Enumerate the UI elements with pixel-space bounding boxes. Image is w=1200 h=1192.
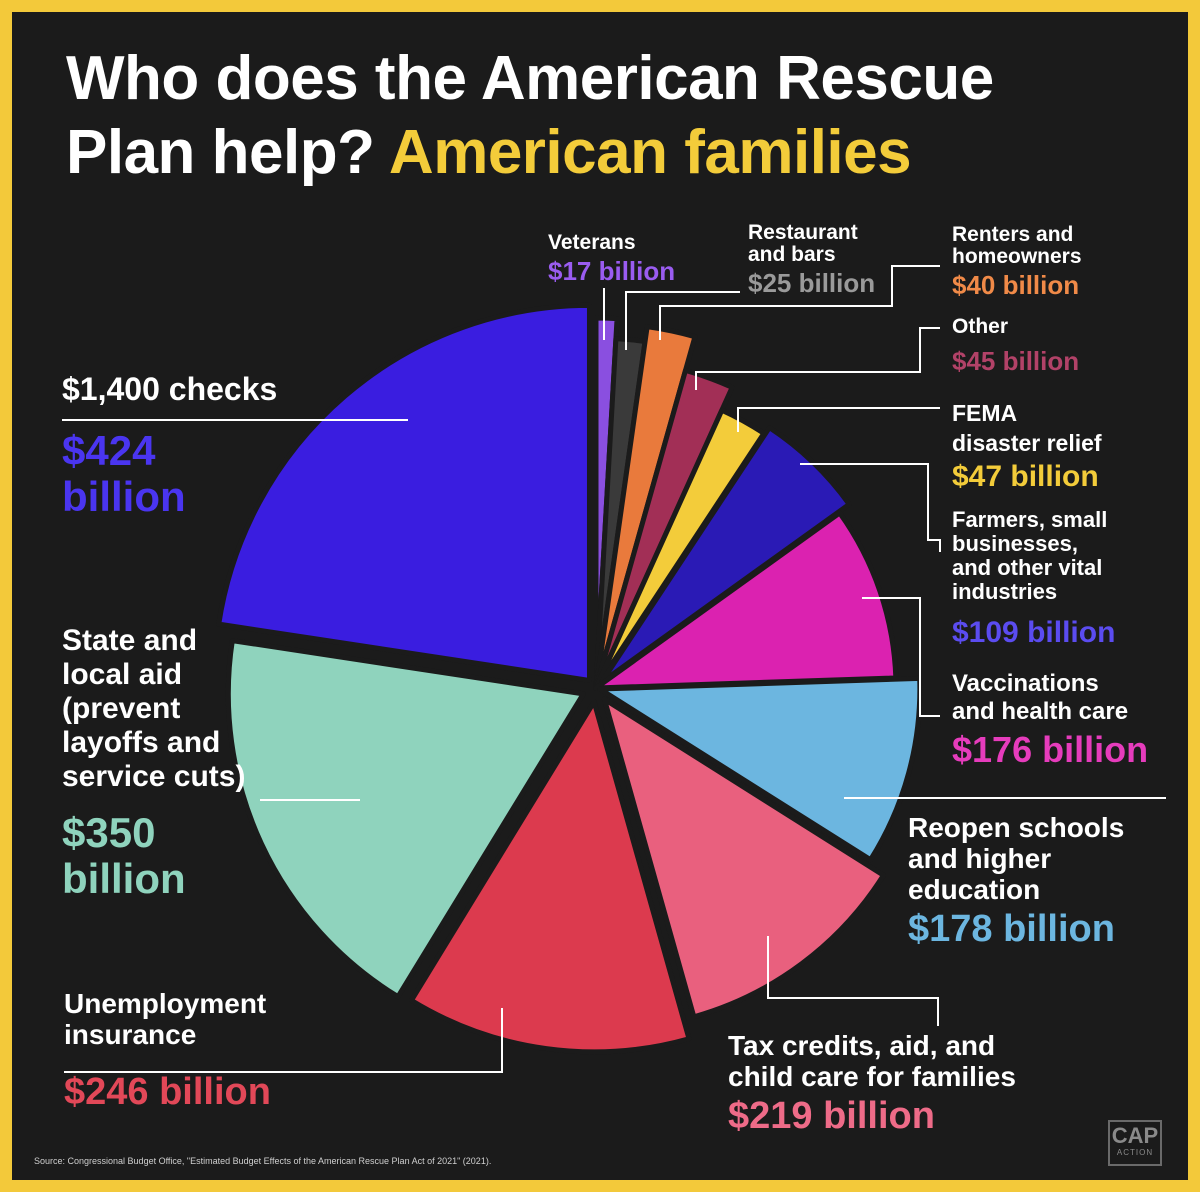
label-restaurants-name: Restaurant and bars — [748, 221, 858, 266]
label-veterans-name: Veterans — [548, 231, 636, 254]
label-checks-name: $1,400 checks — [62, 371, 278, 407]
label-fema-value: $47 billion — [952, 460, 1099, 493]
source-note: Source: Congressional Budget Office, "Es… — [34, 1156, 492, 1166]
label-farmers-name: Farmers, small businesses, and other vit… — [952, 507, 1108, 604]
cap-action-logo: CAP ACTION — [1108, 1120, 1162, 1166]
pie-slices — [216, 302, 923, 1055]
label-tax-credits: Tax credits, aid, and child care for fam… — [728, 1030, 1016, 1136]
pie-slice-vaccinations — [593, 510, 899, 691]
title-highlight: American families — [388, 118, 912, 187]
label-fema-name: FEMA disaster relief — [952, 400, 1102, 456]
label-schools-name: Reopen schools and higher education — [908, 812, 1125, 905]
label-farmers-value: $109 billion — [952, 616, 1116, 649]
label-state-local-name: State and local aid (prevent layoffs and… — [62, 624, 246, 793]
chart-title: Who does the American Rescue Plan help? … — [66, 42, 1156, 190]
leader-line-vaccinations — [862, 597, 940, 717]
label-fema: FEMA disaster relief $47 billion — [952, 398, 1102, 494]
label-vaccinations-value: $176 billion — [952, 729, 1149, 770]
leader-line-renters — [659, 265, 940, 340]
pie-slice-farmers — [599, 425, 852, 685]
label-renters: Renters and homeowners $40 billion — [952, 223, 1082, 301]
logo-line-1: CAP — [1111, 1123, 1159, 1148]
pie-slice-checks — [216, 302, 592, 683]
pie-slice-tax-credits — [601, 696, 887, 1020]
label-unemployment-name: Unemployment insurance — [64, 988, 267, 1050]
label-farmers: Farmers, small businesses, and other vit… — [952, 508, 1115, 650]
pie-slice-state-local — [225, 638, 586, 1000]
label-tax-credits-value: $219 billion — [728, 1095, 935, 1137]
leader-line-unemployment — [64, 1008, 503, 1073]
pie-slice-unemployment — [408, 699, 692, 1055]
label-state-local: State and local aid (prevent layoffs and… — [62, 624, 245, 902]
label-veterans: Veterans $17 billion — [548, 231, 676, 287]
label-other: Other $45 billion — [952, 315, 1080, 377]
label-renters-name: Renters and homeowners — [952, 223, 1082, 268]
label-renters-value: $40 billion — [952, 270, 1080, 300]
label-veterans-value: $17 billion — [548, 256, 676, 286]
leader-line-fema — [737, 407, 940, 432]
title-line-1: Who does the American Rescue — [66, 44, 994, 113]
leader-line-restaurants — [625, 291, 740, 350]
leader-line-other — [695, 327, 940, 390]
label-schools-value: $178 billion — [908, 908, 1115, 950]
label-unemployment-value: $246 billion — [64, 1071, 271, 1113]
label-schools: Reopen schools and higher education $178… — [908, 812, 1124, 949]
label-checks: $1,400 checks $424 billion — [62, 372, 277, 520]
logo-line-2: ACTION — [1116, 1148, 1154, 1157]
title-line-2: Plan help? — [66, 118, 375, 187]
leader-line-tax-credits — [767, 936, 939, 1026]
label-restaurants-value: $25 billion — [748, 268, 876, 298]
leader-line-farmers — [800, 463, 941, 552]
label-restaurants: Restaurant and bars $25 billion — [748, 221, 876, 299]
label-state-local-value: $350 billion — [62, 809, 186, 902]
label-tax-credits-name: Tax credits, aid, and child care for fam… — [728, 1030, 1016, 1092]
label-checks-value: $424 billion — [62, 427, 186, 520]
leader-lines — [62, 265, 1166, 1073]
label-vaccinations-name: Vaccinations and health care — [952, 670, 1129, 725]
label-vaccinations: Vaccinations and health care $176 billio… — [952, 670, 1148, 770]
label-other-value: $45 billion — [952, 346, 1080, 376]
label-unemployment: Unemployment insurance $246 billion — [64, 988, 271, 1112]
label-other-name: Other — [952, 315, 1009, 338]
